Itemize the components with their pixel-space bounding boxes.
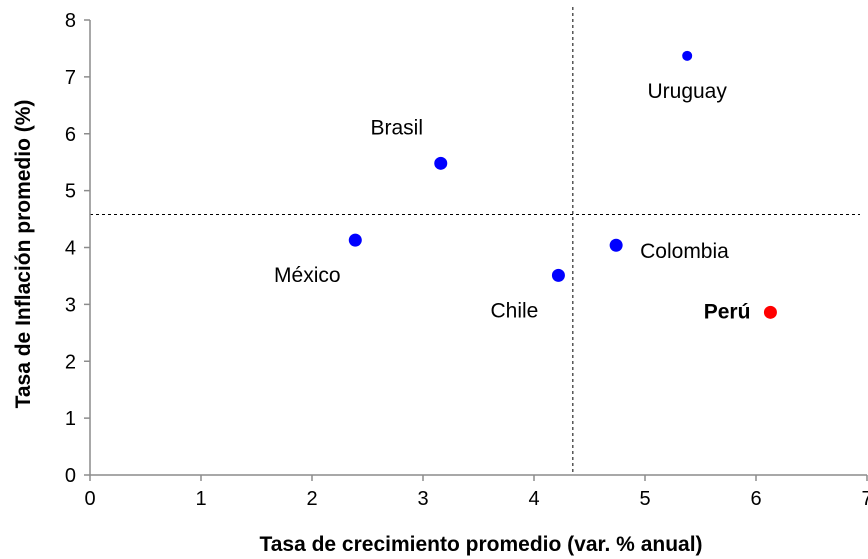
- reference-lines: [90, 7, 860, 475]
- y-axis-title: Tasa de Inflación promedio (%): [12, 100, 35, 409]
- y-tick-label: 0: [65, 465, 76, 487]
- x-ticks: 0 1 2 3 4 5 6 7: [84, 475, 868, 510]
- data-points: Uruguay Brasil México Colombia Chile Perú: [274, 50, 777, 323]
- point-label: Chile: [490, 299, 538, 322]
- data-point: [682, 50, 693, 61]
- x-tick-label: 0: [84, 488, 95, 510]
- point-label: Brasil: [371, 116, 424, 139]
- y-tick-label: 5: [65, 181, 76, 203]
- y-tick-label: 8: [65, 10, 76, 32]
- x-tick-label: 1: [195, 488, 206, 510]
- y-tick-label: 3: [65, 294, 76, 316]
- point-label: Uruguay: [647, 80, 727, 103]
- x-tick-label: 7: [861, 488, 868, 510]
- x-axis-title: Tasa de crecimiento promedio (var. % anu…: [259, 533, 702, 556]
- axes: [89, 20, 867, 476]
- point-label: Perú: [704, 300, 751, 323]
- y-tick-label: 1: [65, 408, 76, 430]
- data-point: [609, 238, 623, 252]
- x-tick-label: 6: [750, 488, 761, 510]
- data-point: [348, 233, 362, 247]
- data-point: [763, 305, 777, 319]
- x-tick-label: 4: [528, 488, 539, 510]
- y-tick-label: 6: [65, 124, 76, 146]
- y-tick-label: 4: [65, 238, 76, 260]
- y-tick-label: 7: [65, 67, 76, 89]
- point-label: Colombia: [640, 240, 729, 263]
- x-tick-label: 3: [417, 488, 428, 510]
- x-tick-label: 5: [639, 488, 650, 510]
- point-label: México: [274, 264, 341, 287]
- y-tick-label: 2: [65, 351, 76, 373]
- y-ticks: 0 1 2 3 4 5 6 7 8: [65, 10, 90, 487]
- x-tick-label: 2: [306, 488, 317, 510]
- data-point: [434, 156, 448, 170]
- data-point: [551, 268, 565, 282]
